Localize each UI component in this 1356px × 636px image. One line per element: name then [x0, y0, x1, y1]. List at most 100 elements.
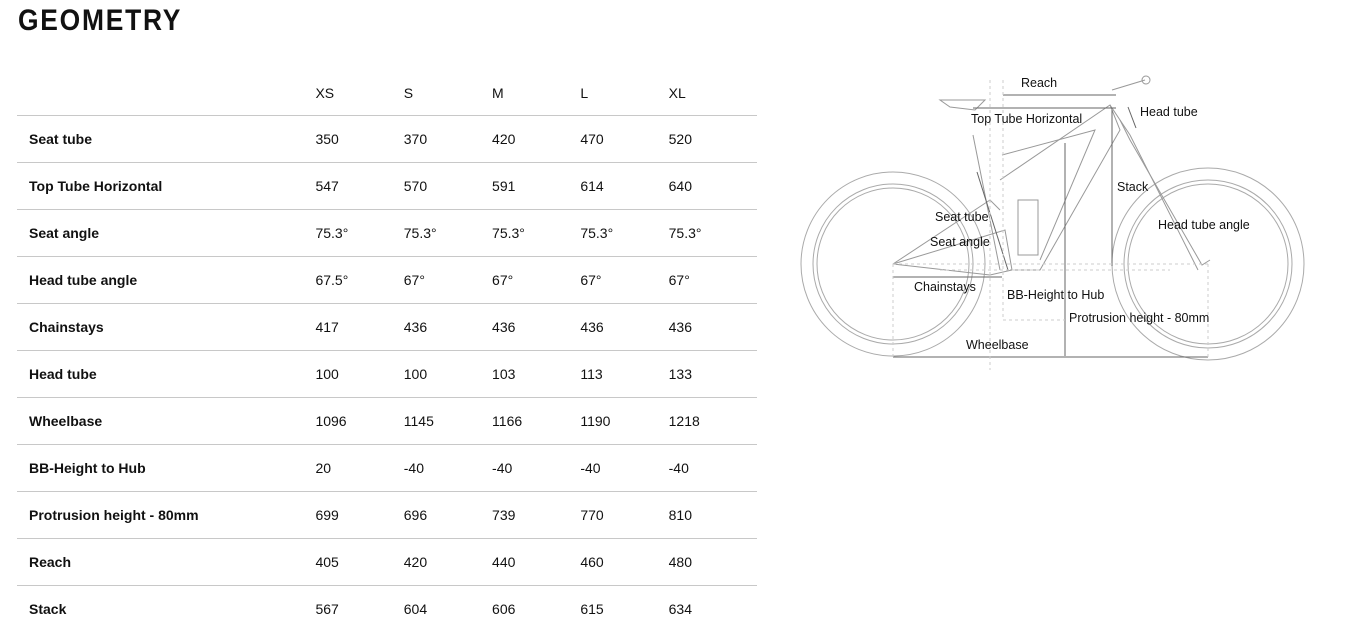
size-header: XL: [668, 70, 757, 116]
row-value: 67.5°: [315, 256, 404, 304]
bike-drawing: [800, 75, 1305, 370]
row-value: 460: [580, 538, 669, 586]
row-value: 699: [315, 491, 404, 539]
row-value: 614: [580, 162, 669, 210]
row-value: 480: [668, 538, 757, 586]
row-value: 436: [668, 303, 757, 351]
row-label: BB-Height to Hub: [17, 444, 316, 492]
label-head-tube: Head tube: [1140, 105, 1198, 119]
table-row: Stack 567 604 606 615 634: [17, 586, 757, 633]
row-value: 1145: [403, 397, 493, 445]
row-value: 606: [492, 601, 516, 617]
row-value: 20: [315, 444, 404, 492]
size-header: S: [403, 70, 493, 116]
row-value: 604: [403, 601, 428, 617]
row-value: 350: [315, 115, 404, 163]
row-value: 75.3°: [403, 209, 493, 257]
geometry-table: XS S M L XL Seat tube 350 370 420 470 520 Top …: [17, 70, 757, 632]
row-value: 440: [492, 538, 581, 586]
table-row: Reach 405 420 440 460 480: [17, 538, 757, 586]
row-label: Head tube: [17, 350, 316, 398]
table-row: Seat tube 350 370 420 470 520: [17, 115, 757, 163]
row-label: Seat tube: [17, 115, 316, 163]
row-value: 696: [403, 491, 493, 539]
label-seat-angle: Seat angle: [930, 235, 990, 249]
table-row: Wheelbase 1096 1145 1166 1190 1218: [17, 397, 757, 445]
row-value: 634: [668, 601, 692, 617]
row-label: Chainstays: [17, 303, 316, 351]
row-label: Top Tube Horizontal: [17, 162, 316, 210]
row-value: 570: [403, 162, 493, 210]
row-value: 67°: [580, 256, 669, 304]
row-value: -40: [580, 444, 669, 492]
row-label: Wheelbase: [17, 397, 316, 445]
page-title: GEOMETRY: [18, 4, 183, 37]
row-value: 75.3°: [492, 209, 581, 257]
row-value: 405: [315, 538, 404, 586]
row-value: 67°: [492, 256, 581, 304]
label-head-tube-angle: Head tube angle: [1158, 218, 1250, 232]
row-value: 417: [315, 303, 404, 351]
row-value: 103: [492, 350, 581, 398]
size-header: XS: [315, 70, 404, 116]
table-header-row: XS S M L XL: [17, 70, 757, 116]
table-row: BB-Height to Hub 20 -40 -40 -40 -40: [17, 444, 757, 492]
label-stack: Stack: [1117, 180, 1149, 194]
row-value: 113: [580, 350, 669, 398]
frame: [892, 75, 1211, 276]
row-label: Seat angle: [17, 209, 316, 257]
size-header: L: [580, 70, 669, 116]
row-value: 67°: [403, 256, 493, 304]
row-value: 436: [580, 303, 669, 351]
row-value: 470: [580, 115, 669, 163]
row-value: 615: [580, 601, 604, 617]
label-reach: Reach: [1021, 76, 1058, 90]
row-value: -40: [403, 444, 493, 492]
table-row: Head tube 100 100 103 113 133: [17, 350, 757, 398]
table-row: Head tube angle 67.5° 67° 67° 67° 67°: [17, 256, 757, 304]
label-chainstays: Chainstays: [914, 280, 976, 294]
row-value: 100: [315, 350, 404, 398]
label-seat-tube: Seat tube: [935, 210, 989, 224]
header-blank: [17, 70, 316, 116]
label-top-tube-horizontal: Top Tube Horizontal: [971, 112, 1083, 126]
table-row: Protrusion height - 80mm 699 696 739 770 810: [17, 491, 757, 539]
dimension-lines: [893, 94, 1208, 358]
row-value: 75.3°: [580, 209, 669, 257]
row-value: 1190: [580, 397, 669, 445]
row-value: 420: [403, 538, 493, 586]
row-label: Reach: [17, 538, 316, 586]
label-bb-height: BB-Height to Hub: [1007, 288, 1105, 302]
row-value: 436: [403, 303, 493, 351]
table-row: Chainstays 417 436 436 436 436: [17, 303, 757, 351]
table-row: Seat angle 75.3° 75.3° 75.3° 75.3° 75.3°: [17, 209, 757, 257]
size-header: M: [492, 70, 581, 116]
row-value: 75.3°: [315, 209, 404, 257]
guide-lines: [892, 80, 1209, 370]
row-value: 640: [668, 162, 757, 210]
bike-geometry-diagram: Reach Top Tube Horizontal Head tube Stac…: [790, 60, 1320, 370]
row-value: 770: [580, 491, 669, 539]
label-protrusion-height: Protrusion height - 80mm: [1069, 311, 1210, 325]
row-value: 1218: [668, 397, 757, 445]
row-value: 810: [668, 491, 757, 539]
row-value: 67°: [668, 256, 757, 304]
table-row: Top Tube Horizontal 547 570 591 614 640: [17, 162, 757, 210]
row-value: 1096: [315, 397, 404, 445]
row-value: 567: [315, 601, 339, 617]
row-value: 133: [668, 350, 757, 398]
row-value: 520: [668, 115, 757, 163]
row-value: 370: [403, 115, 493, 163]
row-value: 591: [492, 162, 581, 210]
label-wheelbase: Wheelbase: [966, 338, 1029, 352]
row-value: 420: [492, 115, 581, 163]
row-label: Head tube angle: [17, 256, 316, 304]
row-label: Stack: [29, 601, 67, 617]
row-value: 1166: [492, 397, 581, 445]
row-value: 547: [315, 162, 404, 210]
row-value: -40: [492, 444, 581, 492]
row-value: 100: [403, 350, 493, 398]
row-value: 739: [492, 491, 581, 539]
row-value: 436: [492, 303, 581, 351]
row-value: -40: [668, 444, 757, 492]
